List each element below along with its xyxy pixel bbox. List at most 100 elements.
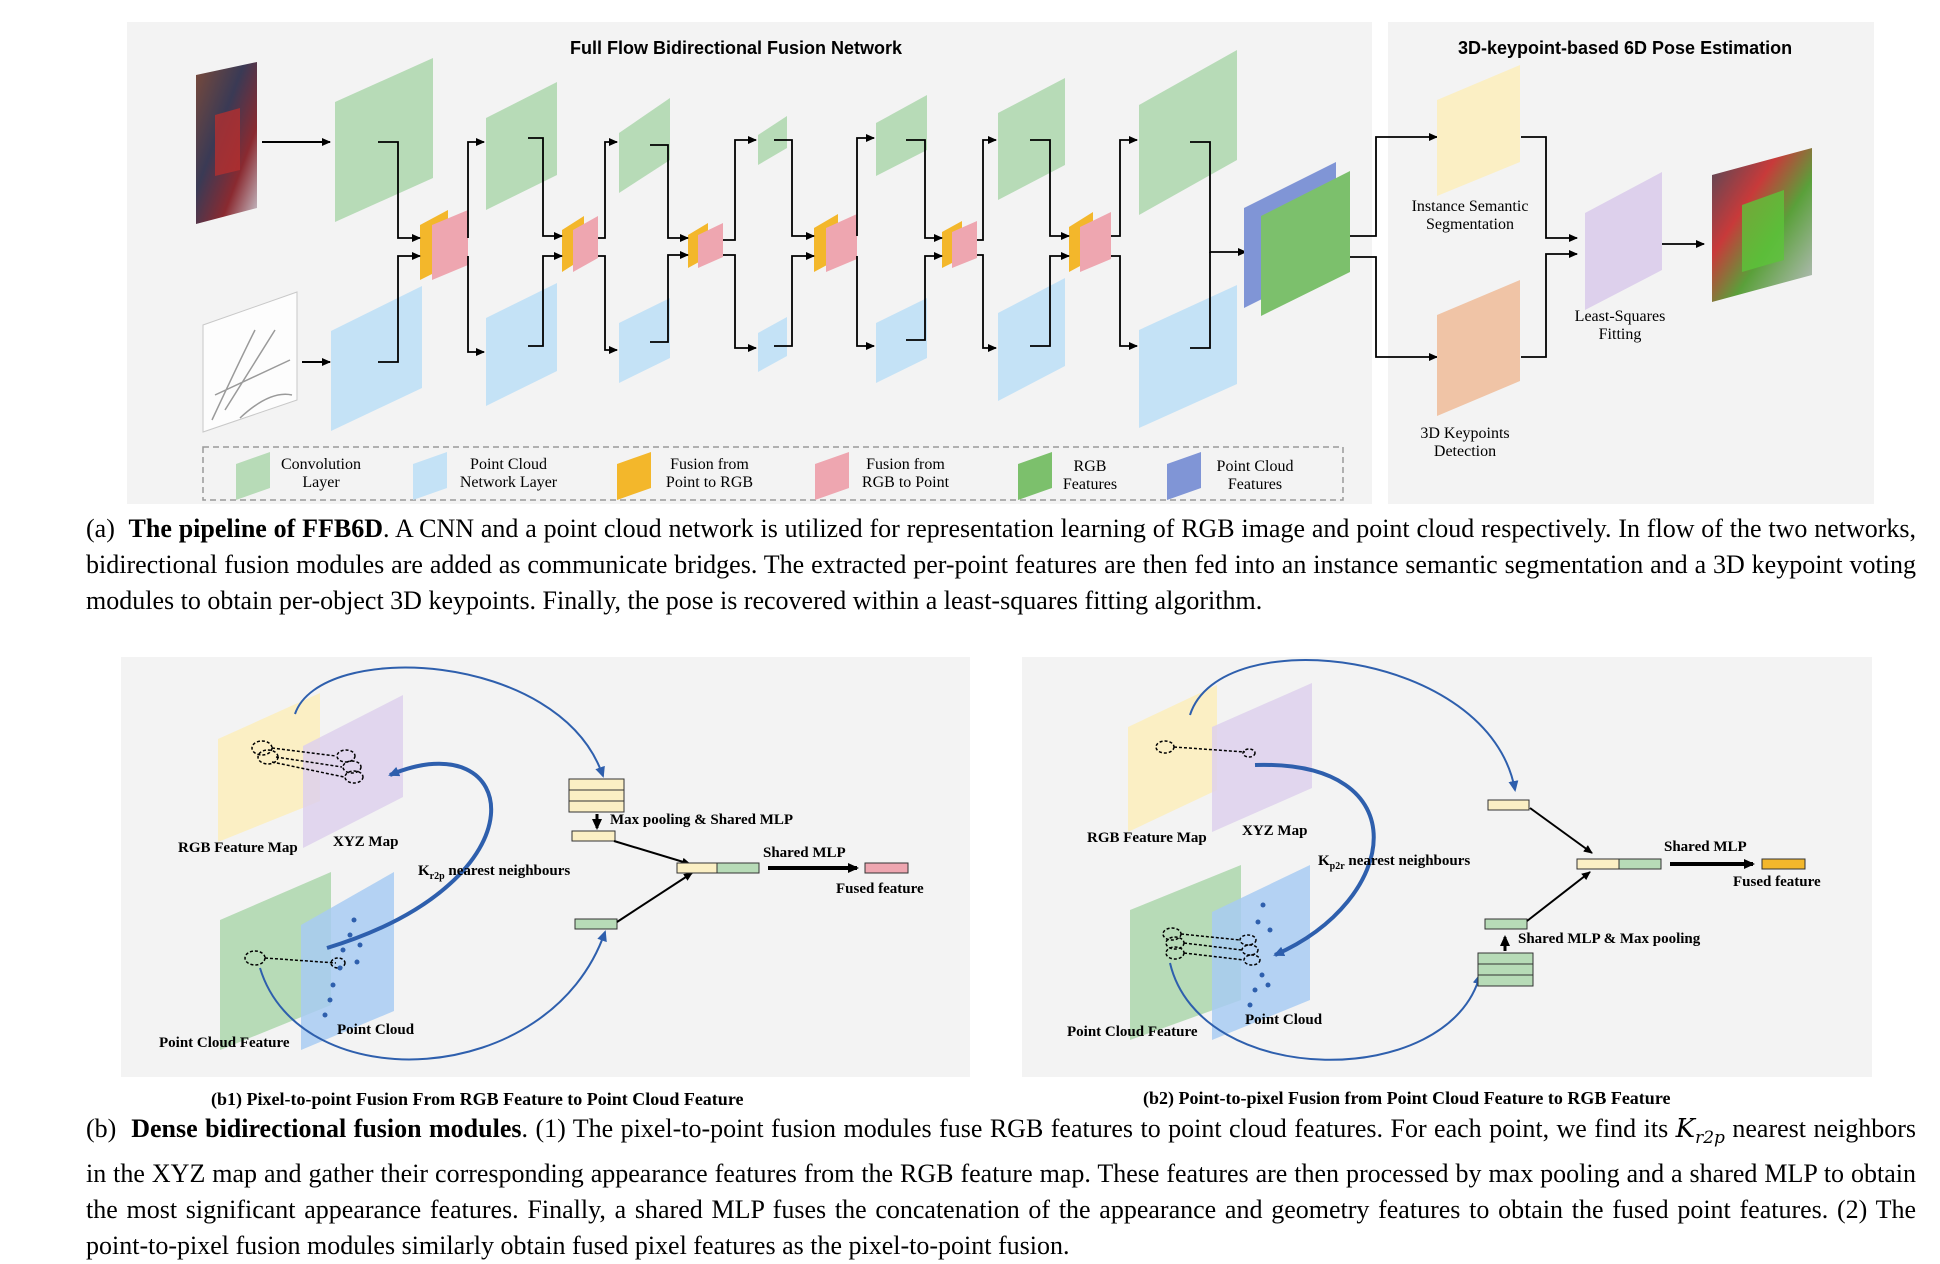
kpdet-block: [1437, 280, 1520, 416]
legend-conv-line1: Convolution: [280, 456, 361, 473]
conv-swatch: [236, 452, 270, 500]
legend-r2p-label: Fusion from RGB to Point: [848, 456, 963, 492]
legend-p2r-line1: Fusion from: [670, 456, 749, 473]
caption-b-text2: nearest neighbors in the XYZ map and gat…: [86, 1114, 1916, 1261]
lsfit-label-line1: Least-Squares: [1574, 308, 1666, 325]
final-features: [1244, 162, 1350, 316]
lsfit-label-line2: Fitting: [1598, 326, 1642, 343]
b2-neighbours-text: nearest neighbours: [1344, 853, 1471, 869]
b2-neighbours-sub: p2r: [1329, 861, 1345, 872]
ffb-panel-title: Full Flow Bidirectional Fusion Network: [570, 38, 903, 58]
b1-pool-label: Max pooling & Shared MLP: [610, 812, 794, 828]
pose-lines: [1350, 133, 1705, 361]
caption-b-text1: . (1) The pixel-to-point fusion modules …: [521, 1114, 1676, 1143]
legend-box: [202, 446, 1344, 501]
b1-neighbours-sub: r2p: [429, 871, 445, 882]
caption-a-bold: The pipeline of FFB6D: [128, 514, 384, 543]
legend-pc-line1: Point Cloud: [470, 456, 547, 473]
b2-pooled-feature: [1484, 918, 1528, 930]
kpdet-label: 3D Keypoints Detection: [1395, 425, 1535, 461]
b1-rgb-map: [218, 693, 320, 842]
lsfit-block: [1585, 172, 1662, 310]
p2r-swatch: [617, 452, 651, 500]
caption-b-prefix: (b): [86, 1114, 117, 1143]
b2-pool-label: Shared MLP & Max pooling: [1518, 931, 1701, 947]
caption-a: (a) The pipeline of FFB6D. A CNN and a p…: [86, 511, 1916, 619]
legend-conv-line2: Layer: [302, 474, 340, 491]
legend-pcfeat-line2: Features: [1227, 476, 1283, 493]
b1-concat-a: [676, 862, 718, 874]
pcfeat-swatch: [1167, 452, 1201, 500]
b1-neighbors: [244, 740, 364, 969]
b1-fused-feature: [864, 862, 909, 874]
point-cloud-layers: [331, 278, 1237, 431]
b2-concat-a: [1576, 858, 1620, 870]
b1-neighbours-k: K: [418, 863, 430, 879]
b2-point-dots: [1247, 902, 1273, 1008]
legend-p2r-label: Fusion from Point to RGB: [652, 456, 767, 492]
b1-neighbours-text: nearest neighbours: [444, 863, 571, 879]
b1-rgb-map-label: RGB Feature Map: [178, 840, 298, 856]
b1-pooled-feature: [571, 830, 616, 842]
kpdet-label-line1: 3D Keypoints: [1420, 425, 1510, 442]
b2-arrow-pooled: [1526, 871, 1591, 922]
b2-xyz-map-label: XYZ Map: [1242, 823, 1308, 839]
semseg-label-line1: Instance Semantic: [1411, 198, 1529, 215]
fusion-modules: [420, 210, 1111, 280]
b1-fused-label: Fused feature: [836, 881, 924, 897]
b2-rgb-feature: [1487, 799, 1530, 811]
b2-shared-mlp-label: Shared MLP: [1664, 839, 1747, 855]
b2-rgb-map: [1128, 685, 1217, 832]
legend-rgbfeat-line2: Features: [1062, 476, 1118, 493]
legend-p2r-line2: Point to RGB: [665, 474, 754, 491]
b2-pc-feature-label: Point Cloud Feature: [1067, 1024, 1198, 1040]
caption-b: (b) Dense bidirectional fusion modules. …: [86, 1111, 1916, 1264]
legend-r2p-line2: RGB to Point: [861, 474, 950, 491]
semseg-label: Instance Semantic Segmentation: [1400, 198, 1540, 234]
flow-lines: [378, 134, 1247, 363]
b2-subcaption: (b2) Point-to-pixel Fusion from Point Cl…: [1143, 1088, 1671, 1108]
caption-b-bold: Dense bidirectional fusion modules: [131, 1114, 522, 1143]
depth-input-image: [202, 291, 298, 433]
b2-pc-label: Point Cloud: [1245, 1012, 1323, 1028]
b2-curve-top: [1189, 658, 1519, 792]
b1-xyz-map: [303, 695, 403, 848]
b1-concat-b: [716, 862, 760, 874]
b2-curve-bottom: [1169, 962, 1483, 1061]
r2p-swatch: [815, 452, 849, 500]
legend-conv-label: Convolution Layer: [266, 456, 376, 492]
pose-panel-title: 3D-keypoint-based 6D Pose Estimation: [1458, 38, 1793, 58]
b2-feature-stack: [1477, 952, 1534, 987]
rgbfeat-swatch: [1018, 452, 1052, 500]
caption-b-ksub: r2p: [1695, 1128, 1725, 1149]
b1-subcaption: (b1) Pixel-to-point Fusion From RGB Feat…: [211, 1089, 744, 1109]
legend-swatches: [236, 452, 1201, 500]
caption-b-k: K: [1675, 1114, 1696, 1144]
caption-a-prefix: (a): [86, 514, 115, 543]
b2-fused-label: Fused feature: [1733, 874, 1821, 890]
b1-feature-stack: [568, 778, 625, 813]
b1-point-dots: [322, 917, 363, 1018]
b2-rgb-map-label: RGB Feature Map: [1087, 830, 1207, 846]
b2-point-cloud: [1212, 865, 1310, 1040]
kpdet-label-line2: Detection: [1433, 443, 1497, 460]
b2-arrow-rgb: [1529, 807, 1593, 854]
pc-swatch: [413, 452, 447, 500]
b1-point-cloud: [301, 872, 394, 1050]
b1-neighbours-label: Kr2p nearest neighbours: [418, 863, 570, 882]
b1-curve-bottom: [259, 930, 607, 1061]
caption-a-text: . A CNN and a point cloud network is uti…: [86, 514, 1917, 615]
b2-neighbors: [1155, 740, 1261, 966]
lsfit-label: Least-Squares Fitting: [1550, 308, 1690, 344]
legend-r2p-line1: Fusion from: [866, 456, 945, 473]
semseg-block: [1437, 65, 1520, 196]
b2-xyz-map: [1212, 683, 1312, 832]
b1-curve-knn: [326, 761, 493, 950]
pose-output-image: [1712, 148, 1812, 302]
legend-rgbfeat-line1: RGB: [1073, 458, 1107, 475]
conv-layers: [335, 50, 1237, 222]
b1-shared-mlp-label: Shared MLP: [763, 845, 846, 861]
b2-fused-feature: [1761, 858, 1806, 870]
b2-neighbours-label: Kp2r nearest neighbours: [1318, 853, 1470, 872]
